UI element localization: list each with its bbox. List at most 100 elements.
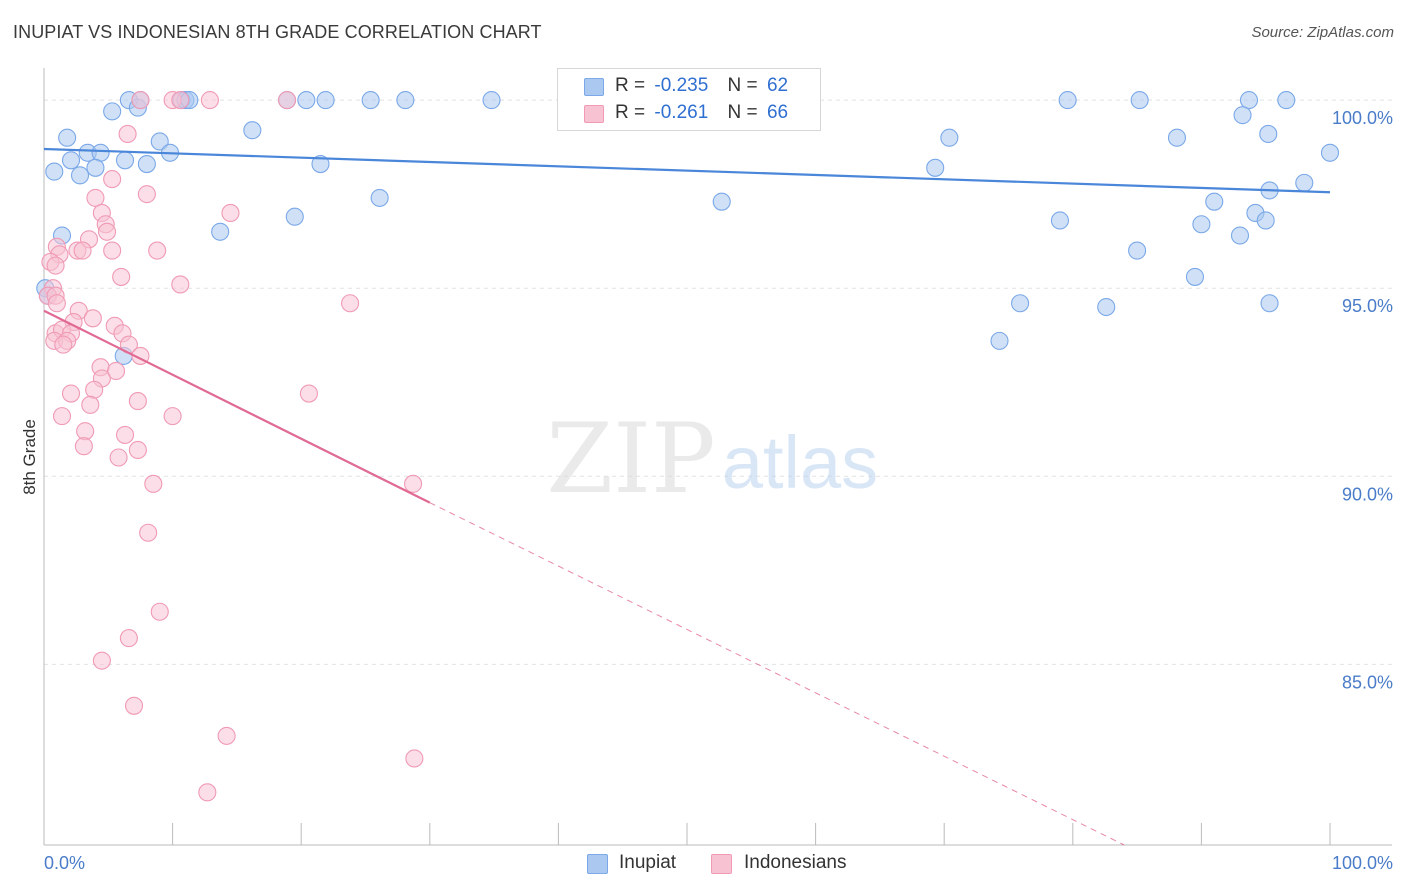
- data-point-inupiat: [940, 128, 959, 147]
- data-point-indonesians: [128, 440, 147, 460]
- data-point-indonesians: [341, 294, 360, 313]
- data-point-inupiat: [91, 143, 110, 162]
- data-point-indonesians: [299, 384, 318, 403]
- data-point-indonesians: [112, 267, 131, 286]
- data-point-inupiat: [396, 91, 415, 110]
- data-point-indonesians: [76, 422, 95, 441]
- data-point-inupiat: [61, 151, 81, 170]
- r-label: R =: [615, 102, 646, 123]
- data-point-inupiat: [243, 121, 262, 140]
- data-point-indonesians: [92, 651, 111, 670]
- trend-line-inupiat: [43, 147, 1331, 194]
- n-value: 62: [766, 75, 789, 96]
- data-point-indonesians: [85, 380, 104, 399]
- data-point-indonesians: [405, 749, 424, 768]
- data-point-indonesians: [198, 783, 217, 802]
- data-point-indonesians: [54, 335, 73, 354]
- data-point-inupiat: [1128, 241, 1147, 260]
- data-point-indonesians: [119, 629, 138, 648]
- data-point-indonesians: [86, 188, 105, 207]
- data-point-inupiat: [1192, 215, 1211, 234]
- indonesians-legend-swatch: [711, 854, 732, 874]
- data-point-indonesians: [137, 185, 156, 204]
- watermark-zip: ZIP: [546, 403, 715, 515]
- data-point-inupiat: [137, 155, 156, 174]
- data-point-indonesians: [61, 384, 81, 403]
- data-point-indonesians: [103, 241, 122, 260]
- data-point-indonesians: [81, 395, 100, 414]
- data-point-inupiat: [361, 91, 380, 110]
- data-point-indonesians: [47, 294, 66, 313]
- data-point-indonesians: [83, 309, 102, 328]
- data-point-inupiat: [1011, 294, 1030, 313]
- data-point-inupiat: [1239, 91, 1259, 110]
- data-point-inupiat: [1295, 173, 1314, 192]
- data-point-inupiat: [1259, 124, 1278, 144]
- chart-title: INUPIAT VS INDONESIAN 8TH GRADE CORRELAT…: [13, 22, 542, 42]
- data-point-inupiat: [1058, 91, 1077, 110]
- data-point-indonesians: [74, 437, 93, 456]
- axes-layer: [43, 68, 1392, 846]
- r-value: -0.261: [654, 102, 709, 123]
- stats-legend: R = -0.235 N = 62 R = -0.261 N = 66: [557, 68, 821, 131]
- n-value: 66: [766, 102, 789, 123]
- data-point-indonesians: [115, 425, 135, 444]
- n-label: N =: [727, 75, 758, 96]
- data-point-indonesians: [128, 392, 147, 411]
- trend-layer: [43, 147, 1331, 846]
- data-point-inupiat: [1233, 106, 1252, 125]
- data-point-inupiat: [103, 102, 122, 121]
- data-point-inupiat: [482, 91, 501, 110]
- grid-layer: [44, 99, 1392, 665]
- data-point-inupiat: [1097, 297, 1116, 317]
- data-point-inupiat: [1130, 91, 1149, 110]
- y-tick-label: 85.0%: [1342, 672, 1393, 692]
- trend-line-extension-indonesians: [429, 502, 1125, 846]
- data-point-indonesians: [131, 91, 150, 110]
- data-point-inupiat: [115, 151, 135, 170]
- data-point-indonesians: [163, 407, 182, 426]
- y-tick-label: 95.0%: [1342, 296, 1393, 316]
- data-point-inupiat: [1050, 211, 1069, 230]
- data-point-indonesians: [171, 275, 190, 294]
- x-tick-label: 0.0%: [44, 853, 85, 873]
- data-point-inupiat: [1205, 192, 1224, 211]
- data-point-indonesians: [150, 602, 169, 621]
- data-point-indonesians: [148, 241, 167, 260]
- data-point-inupiat: [926, 158, 945, 177]
- stats-text: R = -0.261 N = 66: [615, 102, 788, 124]
- data-point-inupiat: [58, 128, 77, 147]
- data-point-indonesians: [46, 256, 65, 275]
- y-tick-label: 90.0%: [1342, 484, 1393, 504]
- data-point-indonesians: [171, 91, 190, 110]
- data-point-indonesians: [106, 361, 126, 381]
- data-point-inupiat: [990, 331, 1009, 350]
- x-tick-label: 100.0%: [1332, 853, 1393, 873]
- data-point-inupiat: [297, 91, 316, 110]
- data-point-indonesians: [103, 170, 122, 189]
- data-point-indonesians: [109, 448, 128, 467]
- inupiat-legend-swatch: [587, 854, 608, 874]
- data-point-inupiat: [370, 188, 389, 207]
- data-point-inupiat: [712, 192, 731, 211]
- data-point-inupiat: [1320, 143, 1340, 162]
- stats-text: R = -0.235 N = 62: [615, 75, 788, 97]
- y-axis-label: 8th Grade: [20, 419, 39, 495]
- inupiat-swatch: [584, 78, 604, 96]
- data-point-inupiat: [211, 222, 230, 241]
- data-point-indonesians: [221, 203, 240, 223]
- data-point-inupiat: [70, 166, 90, 185]
- data-point-indonesians: [124, 696, 144, 715]
- data-point-indonesians: [139, 523, 158, 542]
- data-point-indonesians: [217, 726, 236, 745]
- data-point-inupiat: [316, 91, 335, 110]
- watermark: ZIP atlas: [546, 403, 878, 515]
- indonesians-swatch: [584, 105, 604, 123]
- data-point-inupiat: [1256, 211, 1275, 230]
- data-point-inupiat: [86, 158, 105, 177]
- data-point-inupiat: [1260, 294, 1279, 313]
- tick-label-layer: 100.0% 95.0% 90.0% 85.0% 0.0% 100.0% 8th Grade: [20, 108, 1393, 873]
- data-point-inupiat: [45, 162, 64, 181]
- data-point-indonesians: [52, 407, 72, 426]
- y-tick-label: 100.0%: [1332, 108, 1393, 128]
